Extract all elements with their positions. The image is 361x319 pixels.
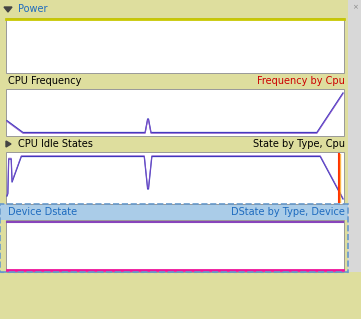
Bar xyxy=(0,0,348,18)
Bar xyxy=(348,0,361,14)
Bar xyxy=(6,89,344,136)
Bar xyxy=(348,136,361,204)
Text: Device Dstate: Device Dstate xyxy=(8,207,77,217)
Bar xyxy=(6,18,344,73)
Bar xyxy=(0,204,348,220)
Text: CPU Frequency: CPU Frequency xyxy=(8,76,81,86)
Text: Frequency by Cpu: Frequency by Cpu xyxy=(257,76,345,86)
Text: State by Type, Cpu: State by Type, Cpu xyxy=(253,139,345,149)
Bar xyxy=(348,204,361,272)
Bar xyxy=(348,73,361,136)
Bar xyxy=(0,272,361,319)
Text: Power: Power xyxy=(18,4,48,14)
Bar xyxy=(348,0,361,319)
Text: DState by Type, Device: DState by Type, Device xyxy=(231,207,345,217)
Bar xyxy=(0,73,348,89)
Polygon shape xyxy=(4,7,12,12)
Bar xyxy=(348,0,361,73)
Polygon shape xyxy=(6,141,11,147)
Text: ×: × xyxy=(352,4,357,10)
Bar xyxy=(6,152,344,204)
Bar xyxy=(6,220,344,272)
Bar xyxy=(0,204,348,272)
Bar xyxy=(0,136,348,152)
Text: CPU Idle States: CPU Idle States xyxy=(18,139,93,149)
